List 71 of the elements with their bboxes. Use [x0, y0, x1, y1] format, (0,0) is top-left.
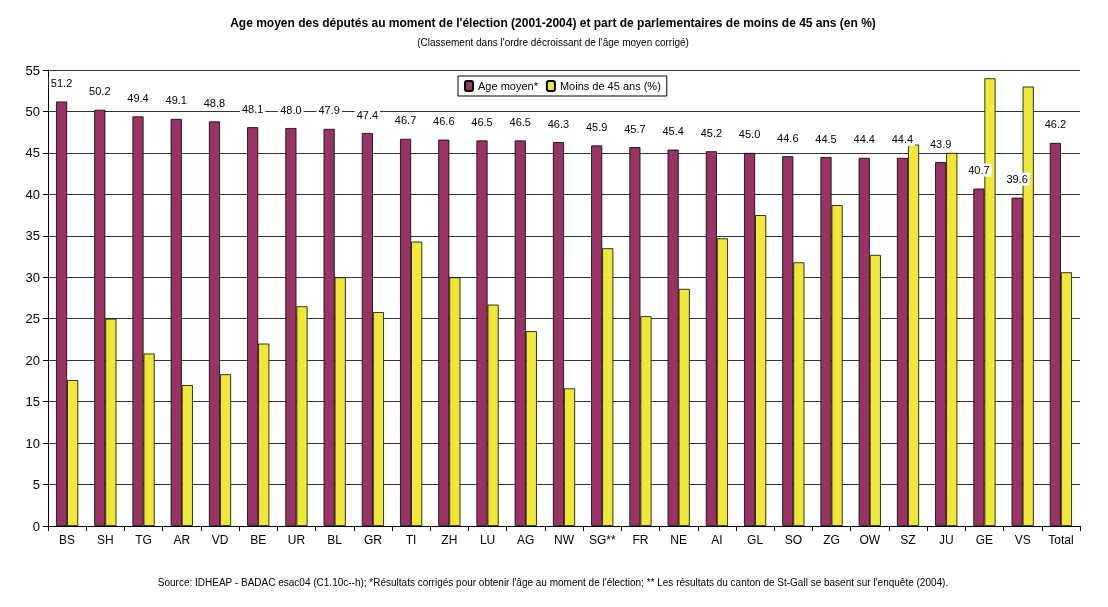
chart-subtitle: (Classement dans l'ordre décroissant de l'âge moyen corrigé)	[417, 36, 689, 48]
x-tick-label: UR	[287, 533, 306, 547]
x-tick-label: ZH	[441, 533, 458, 547]
x-tick-label: AR	[173, 533, 191, 547]
x-tick-label: BS	[59, 533, 76, 547]
x-tick-label: TG	[135, 533, 152, 547]
data-label: 45.0	[738, 128, 761, 141]
data-label: 48.1	[241, 102, 264, 115]
x-tick-label: SG**	[588, 533, 616, 547]
data-label: 46.2	[1044, 118, 1067, 131]
legend-label: Age moyen*	[478, 80, 539, 92]
x-tick-label: LU	[479, 533, 496, 547]
data-label: 46.5	[509, 115, 531, 128]
x-tick-label: VS	[1014, 533, 1031, 547]
x-tick-label: ZG	[823, 533, 840, 547]
y-tick-label: 25	[25, 311, 40, 327]
chart-title: Age moyen des députés au moment de l'élection (2001-2004) et part de parlementaires de moins de 45 ans (en %)	[230, 16, 876, 30]
data-label: 45.7	[624, 122, 646, 135]
data-label: 49.4	[127, 91, 149, 104]
data-label: 44.6	[777, 131, 799, 144]
data-label: 48.8	[203, 96, 226, 109]
y-tick-label: 30	[25, 269, 40, 285]
x-tick-label: GE	[975, 533, 994, 547]
x-tick-label: GR	[363, 533, 383, 547]
data-label: 44.4	[853, 133, 875, 146]
x-tick-label: SH	[97, 533, 114, 547]
data-label: 47.4	[356, 108, 379, 121]
y-tick-label: 45	[25, 145, 40, 161]
y-tick-label: 55	[25, 62, 40, 78]
data-label: 49.1	[165, 94, 187, 107]
y-tick-label: 15	[25, 394, 40, 410]
data-label: 46.7	[394, 114, 417, 127]
x-tick-label: TI	[405, 533, 417, 547]
legend-label: Moins de 45 ans (%)	[559, 80, 661, 92]
data-label: 45.9	[585, 120, 608, 133]
y-tick-label: 10	[25, 435, 40, 451]
data-label: 43.9	[929, 137, 952, 150]
data-label: 46.5	[471, 115, 493, 128]
x-tick-label: Total	[1048, 533, 1074, 547]
data-label: 39.6	[1006, 173, 1028, 186]
x-tick-label: GL	[747, 533, 764, 547]
data-label: 51.2	[50, 77, 73, 90]
y-tick-label: 5	[32, 477, 40, 493]
data-label: 46.3	[547, 117, 570, 130]
x-tick-label: VD	[211, 533, 229, 547]
data-label: 44.4	[891, 133, 914, 146]
data-label: 44.5	[815, 132, 837, 145]
x-tick-label: FR	[632, 533, 649, 547]
data-label: 45.4	[662, 125, 684, 138]
y-tick-label: 0	[32, 518, 40, 534]
x-tick-label: AG	[517, 533, 535, 547]
data-label: 47.9	[318, 104, 340, 117]
data-label: 50.2	[89, 85, 111, 98]
x-tick-label: SO	[784, 533, 803, 547]
data-label: 40.7	[968, 164, 990, 177]
data-label: 48.0	[280, 103, 302, 116]
source-note: Source: IDHEAP - BADAC esac04 (C1.10c--h); *Résultats corrigés pour obtenir l'âge au moment de l'élection; ** Les résultats du canton de St-Gall se basent sur l'enquête (2004).	[157, 576, 949, 588]
x-tick-label: BE	[250, 533, 267, 547]
x-tick-label: AI	[711, 533, 723, 547]
x-tick-label: BL	[327, 533, 343, 547]
x-tick-label: SZ	[900, 533, 916, 547]
data-label: 46.6	[433, 115, 455, 128]
y-tick-label: 20	[25, 352, 40, 368]
y-tick-label: 40	[25, 186, 40, 202]
data-label: 45.2	[700, 126, 723, 139]
x-tick-label: OW	[859, 533, 881, 547]
x-tick-label: JU	[938, 533, 954, 547]
x-tick-label: NE	[670, 533, 687, 547]
y-tick-label: 50	[25, 103, 40, 119]
x-tick-label: NW	[554, 533, 575, 547]
y-tick-label: 35	[25, 228, 40, 244]
